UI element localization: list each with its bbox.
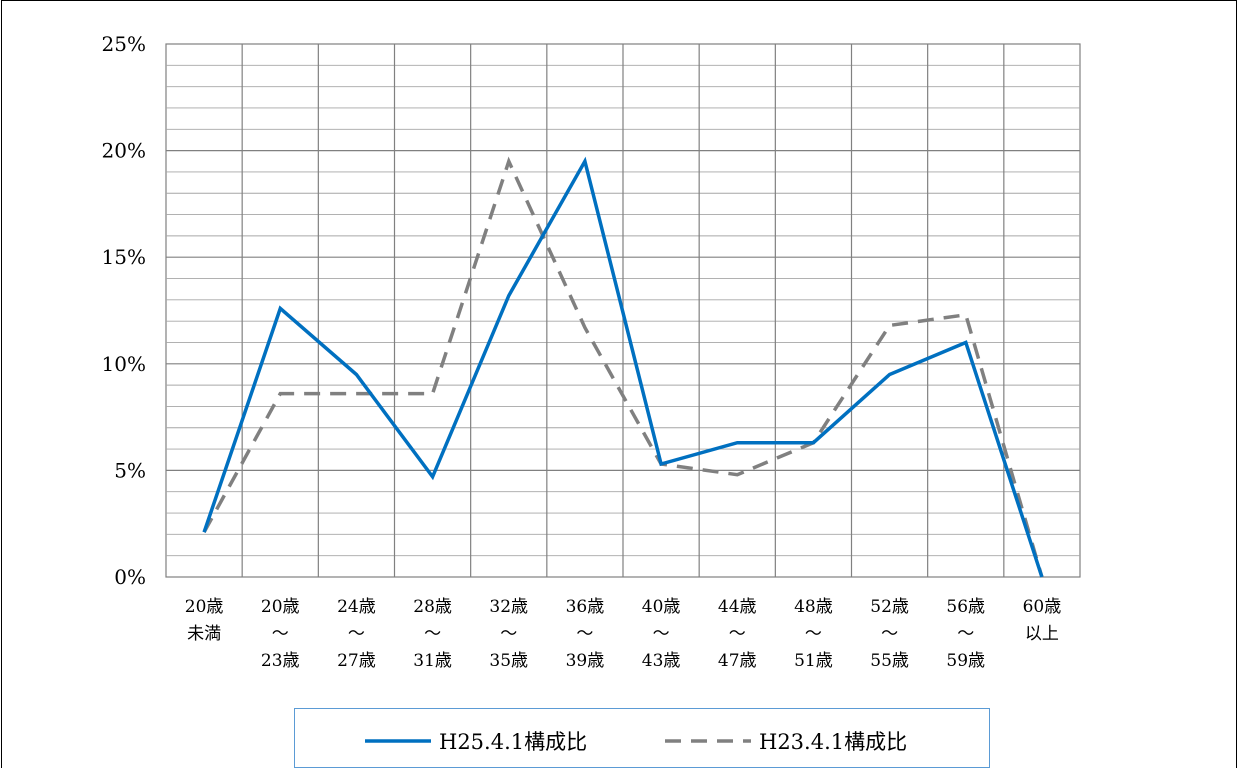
x-tick-label-line: ～	[729, 624, 746, 644]
y-axis-ticks: 0% 5% 10% 15% 20% 25%	[102, 32, 146, 589]
legend-swatch-dashed	[665, 739, 751, 743]
x-tick-label-line: 32歳	[489, 597, 528, 617]
x-tick-label-line: 27歳	[337, 651, 376, 671]
legend-swatch-solid	[365, 739, 431, 743]
x-tick-label-line: 28歳	[413, 597, 452, 617]
legend-label-h23: H23.4.1構成比	[759, 730, 908, 754]
x-tick-label-line: 47歳	[718, 651, 757, 671]
series-line-h25	[202, 156, 1044, 578]
x-tick-label: 40歳 ～ 43歳	[642, 597, 681, 671]
x-tick-label: 20歳未満	[185, 597, 224, 644]
x-tick-label-line: ～	[576, 624, 593, 644]
y-tick-label: 20%	[102, 139, 146, 163]
x-tick-label-line: 52歳	[870, 597, 909, 617]
x-tick-label-line: ～	[424, 624, 441, 644]
x-tick-label-line: ～	[348, 624, 365, 644]
x-tick-label: 56歳 ～ 59歳	[946, 597, 985, 671]
x-tick-label: 60歳以上	[1023, 597, 1062, 644]
x-tick-label-line: 39歳	[566, 651, 605, 671]
x-tick-label-line: ～	[805, 624, 822, 644]
x-tick-label-line: 20歳	[185, 597, 224, 617]
x-tick-label-line: 43歳	[642, 651, 681, 671]
x-tick-label-line: 56歳	[946, 597, 985, 617]
x-tick-label-line: 20歳	[261, 597, 300, 617]
y-tick-label: 25%	[102, 32, 146, 56]
x-tick-label: 44歳 ～ 47歳	[718, 597, 757, 671]
series-line-h23	[202, 156, 1044, 578]
x-tick-label-line: 以上	[1025, 624, 1059, 644]
y-tick-label: 15%	[102, 245, 146, 269]
x-tick-label: 52歳 ～ 55歳	[870, 597, 909, 671]
x-tick-label-line: ～	[881, 624, 898, 644]
series-lines	[202, 156, 1044, 578]
x-tick-label: 28歳 ～ 31歳	[413, 597, 452, 671]
x-tick-label: 24歳 ～ 27歳	[337, 597, 376, 671]
y-tick-label: 0%	[114, 565, 146, 589]
x-tick-label-line: ～	[500, 624, 517, 644]
x-tick-label-line: 48歳	[794, 597, 833, 617]
legend-item-h25: H25.4.1構成比	[363, 726, 587, 756]
x-tick-label-line: 51歳	[794, 651, 833, 671]
x-tick-label-line: 36歳	[566, 597, 605, 617]
x-tick-label: 48歳 ～ 51歳	[794, 597, 833, 671]
x-tick-label-line: 60歳	[1023, 597, 1062, 617]
x-tick-label-line: 24歳	[337, 597, 376, 617]
x-tick-label-line: 23歳	[261, 651, 300, 671]
legend: H25.4.1構成比 H23.4.1構成比	[294, 708, 990, 768]
x-tick-label-line: 40歳	[642, 597, 681, 617]
x-tick-label-line: 59歳	[946, 651, 985, 671]
y-tick-label: 5%	[114, 458, 146, 482]
x-tick-label: 36歳 ～ 39歳	[566, 597, 605, 671]
x-tick-label: 20歳 ～ 23歳	[261, 597, 300, 671]
x-tick-label-line: ～	[957, 624, 974, 644]
x-tick-label-line: ～	[272, 624, 289, 644]
x-tick-label-line: 31歳	[413, 651, 452, 671]
x-tick-label: 32歳 ～ 35歳	[489, 597, 528, 671]
legend-label-h25: H25.4.1構成比	[439, 730, 588, 754]
x-tick-label-line: 55歳	[870, 651, 909, 671]
legend-item-h23: H23.4.1構成比	[663, 726, 907, 756]
x-tick-label-line: 35歳	[489, 651, 528, 671]
x-tick-label-line: 未満	[187, 624, 221, 644]
x-tick-label-line: 44歳	[718, 597, 757, 617]
y-tick-label: 10%	[102, 352, 146, 376]
x-tick-label-line: ～	[653, 624, 670, 644]
